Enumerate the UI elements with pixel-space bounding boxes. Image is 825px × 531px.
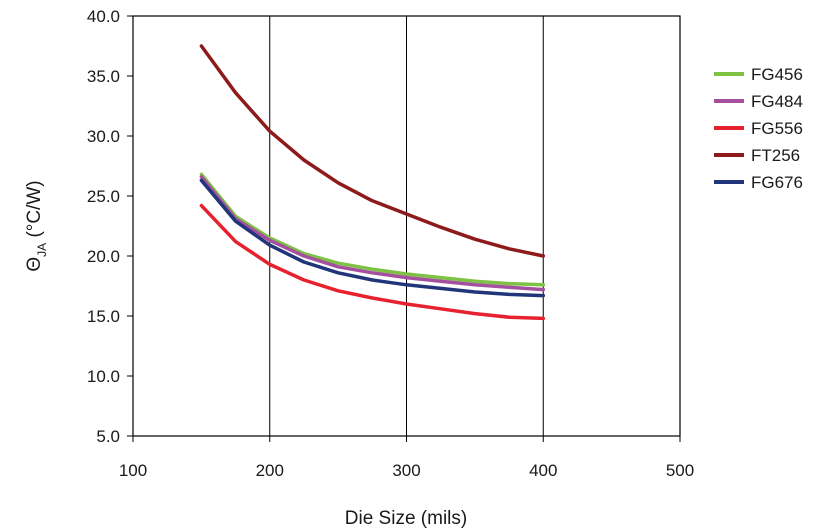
x-tick-label: 400 <box>529 461 557 480</box>
x-tick-label: 500 <box>666 461 694 480</box>
series-line-fg676 <box>199 178 546 298</box>
x-tick-label: 200 <box>256 461 284 480</box>
y-tick-label: 10.0 <box>87 367 120 386</box>
y-tick-label: 5.0 <box>96 427 120 446</box>
series-line-fg556 <box>199 203 546 321</box>
legend-label-fg676: FG676 <box>751 173 803 192</box>
y-axis-unit: (°C/W) <box>24 180 45 242</box>
x-axis-title: Die Size (mils) <box>345 508 467 529</box>
series-line-fg484 <box>199 175 546 292</box>
series-lines <box>199 44 546 321</box>
legend-label-ft256: FT256 <box>751 146 800 165</box>
y-tick-label: 30.0 <box>87 127 120 146</box>
x-tick-label: 100 <box>119 461 147 480</box>
y-tick-label: 20.0 <box>87 247 120 266</box>
y-tick-label: 25.0 <box>87 187 120 206</box>
y-axis-title: ΘJA (°C/W) <box>24 180 49 271</box>
legend-label-fg556: FG556 <box>751 119 803 138</box>
x-tick-label: 300 <box>392 461 420 480</box>
y-tick-label: 40.0 <box>87 7 120 26</box>
axis-ticks: 100 200 300 400 500 5.0 10.0 15.0 20.0 25.0 30.0 35… <box>87 7 694 480</box>
series-line-fg456 <box>199 172 546 287</box>
grid-lines <box>269 16 544 436</box>
legend-label-fg456: FG456 <box>751 65 803 84</box>
legend: FG456 FG484 FG556 FT256 FG676 <box>714 65 803 192</box>
legend-label-fg484: FG484 <box>751 92 803 111</box>
y-tick-label: 15.0 <box>87 307 120 326</box>
y-axis-subscript: JA <box>35 243 49 257</box>
y-tick-label: 35.0 <box>87 67 120 86</box>
series-line-ft256 <box>199 44 546 258</box>
y-axis-symbol: Θ <box>24 257 45 272</box>
